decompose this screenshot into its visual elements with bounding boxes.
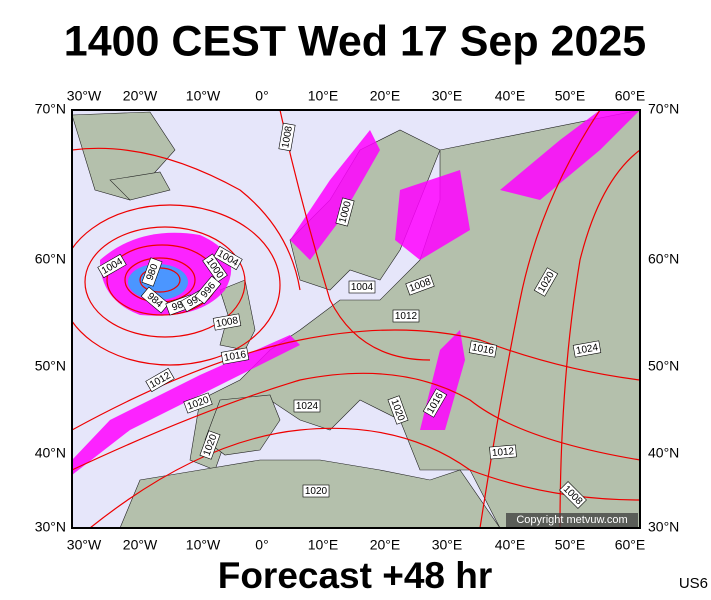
isobar-label: 1000 [335, 197, 355, 227]
isobar-label-box [202, 253, 228, 283]
isobar-label-box [183, 392, 213, 414]
lon-label-top: 30°E [432, 88, 463, 104]
lon-label-bottom: 0° [255, 537, 268, 553]
isobar-label: 1016 [468, 340, 498, 358]
lat-label-right: 30°N [648, 519, 679, 535]
isobar-label-box [572, 340, 602, 358]
lon-label-bottom: 50°E [555, 537, 586, 553]
lat-label-right: 70°N [648, 101, 679, 117]
land [204, 394, 281, 456]
isobar-label-box [348, 280, 376, 294]
isobar-label: 1020 [302, 484, 330, 498]
lon-label-top: 0° [255, 88, 268, 104]
isobar-label-box [141, 257, 163, 287]
isobars [72, 110, 640, 528]
lon-label-bottom: 20°E [370, 537, 401, 553]
isobar-label: 1008 [278, 122, 296, 152]
precipitation [72, 335, 300, 475]
isobar-label-box [533, 267, 559, 297]
lon-label-top: 20°E [370, 88, 401, 104]
lon-label-bottom: 60°E [615, 537, 646, 553]
lon-label-bottom: 30°W [67, 537, 102, 553]
forecast-label: Forecast +48 hr [218, 555, 493, 596]
copyright-box [506, 513, 638, 527]
lon-label-top: 50°E [555, 88, 586, 104]
precipitation [290, 130, 380, 260]
lat-label-left: 50°N [35, 358, 66, 374]
lon-label-top: 30°W [67, 88, 102, 104]
isobar-label-text: 1016 [471, 342, 495, 357]
isobar-label-text: 1020 [305, 486, 328, 497]
isobar-label-box [278, 122, 296, 152]
isobar-label: 1012 [489, 444, 517, 460]
isobar-label-text: 1016 [223, 349, 247, 364]
lat-label-left: 30°N [35, 519, 66, 535]
isobar-label-box [335, 197, 355, 227]
isobar-label: 1012 [392, 309, 420, 323]
lon-label-top: 10°W [186, 88, 221, 104]
isobar-label: 1016 [220, 347, 250, 365]
lat-label-left: 60°N [35, 251, 66, 267]
isobar-label-box [97, 253, 127, 279]
model-label: US6 [679, 575, 708, 592]
lon-label-bottom: 40°E [495, 537, 526, 553]
isobar-label-text: 1012 [491, 446, 515, 459]
lat-label-right: 50°N [648, 358, 679, 374]
isobar-label-text: 1008 [280, 125, 295, 149]
isobar-label-text: 1004 [351, 282, 374, 293]
isobar-label: 1008 [212, 313, 242, 331]
lon-label-top: 60°E [615, 88, 646, 104]
isobar-label-box [405, 274, 435, 296]
isobar-label-box [559, 481, 587, 509]
lon-label-bottom: 10°W [186, 537, 221, 553]
isobar-label-box [293, 399, 321, 413]
isobar-label-box [392, 309, 420, 323]
lon-label-top: 20°W [123, 88, 158, 104]
lat-label-left: 40°N [35, 445, 66, 461]
isobar-label: 1024 [293, 399, 321, 413]
lat-label-right: 40°N [648, 445, 679, 461]
lon-label-bottom: 10°E [308, 537, 339, 553]
lon-label-top: 40°E [495, 88, 526, 104]
isobar-label-text: 1008 [215, 315, 239, 330]
precipitation [500, 110, 640, 200]
isobar-label-text: 1024 [296, 401, 319, 412]
isobar-label-box [140, 286, 170, 314]
isobar-label-text: 1012 [395, 311, 418, 322]
copyright: Copyright metvuw.com [516, 514, 627, 526]
lat-label-left: 70°N [35, 101, 66, 117]
isobar-label-box [422, 388, 448, 418]
land [109, 171, 171, 201]
isobar-label-box [213, 245, 243, 271]
isobar-label: 1024 [572, 340, 602, 358]
lon-label-bottom: 20°W [123, 537, 158, 553]
map-frame [71, 109, 641, 529]
isobar-label-box [212, 313, 242, 331]
map-area: Copyright metvuw.com [72, 110, 640, 528]
isobar-label-text: 1024 [575, 342, 599, 357]
isobar-label-box [302, 484, 330, 498]
isobar-label-box [194, 275, 222, 305]
isobar-label-box [220, 347, 250, 365]
lon-label-top: 10°E [308, 88, 339, 104]
isobar-label-box [387, 395, 409, 425]
isobar-label-box [468, 340, 498, 358]
lon-label-bottom: 30°E [432, 537, 463, 553]
isobar-label: 980 [141, 257, 163, 287]
precipitation [395, 170, 470, 260]
lat-label-right: 60°N [648, 251, 679, 267]
isobar-label: 1004 [348, 280, 376, 294]
isobar-label-box [489, 444, 517, 460]
title: 1400 CEST Wed 17 Sep 2025 [64, 17, 646, 65]
isobar-label-box [145, 367, 175, 393]
isobar-label-box [199, 430, 221, 460]
